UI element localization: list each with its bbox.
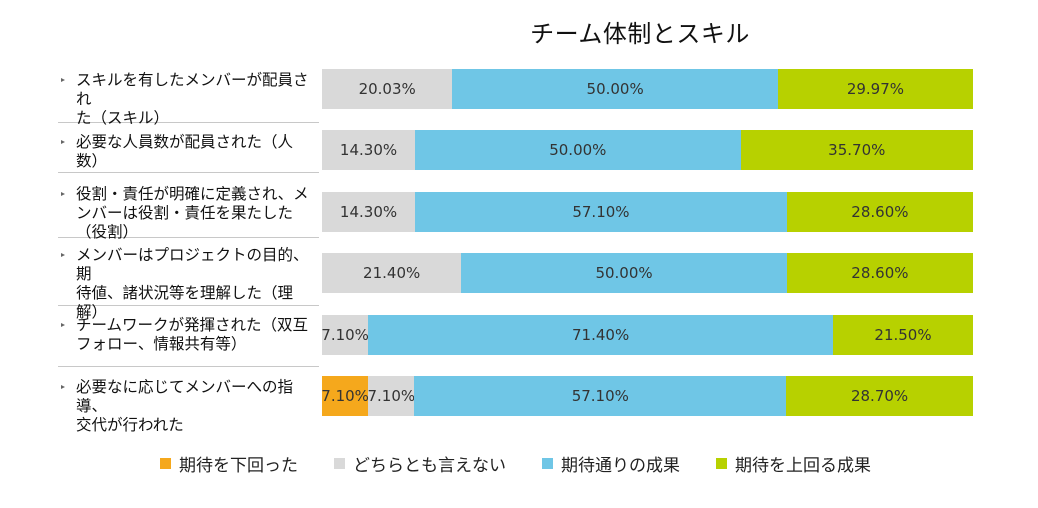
bar-segment <box>322 130 416 170</box>
category-label: 必要なに応じてメンバーへの指導、 交代が行われた <box>58 378 320 435</box>
bar-data-label: 71.40% <box>572 326 630 344</box>
legend-item: 期待を上回る成果 <box>716 451 871 476</box>
bar-data-label: 14.30% <box>339 141 398 159</box>
category-label-line: ンバーは役割・責任を果たした <box>76 203 294 222</box>
bar-data-label: 28.70% <box>850 387 909 405</box>
bar-segment <box>833 315 973 355</box>
category-separator <box>58 237 319 238</box>
bar-segment <box>322 192 416 232</box>
bar-data-label: 20.03% <box>358 80 416 98</box>
bar-data-label: 7.10% <box>321 326 369 344</box>
bar-data-label: 50.00% <box>586 80 644 98</box>
bar-segment <box>415 192 787 232</box>
bar-data-label: 29.97% <box>846 80 905 98</box>
category-separator <box>58 305 319 306</box>
bullet-icon <box>61 252 65 257</box>
bar-segment <box>786 253 973 293</box>
bar-segment <box>786 192 973 232</box>
category-label-line: 役割・責任が明確に定義され、メ <box>76 184 309 203</box>
legend-swatch <box>160 457 171 469</box>
bullet-icon <box>61 323 65 327</box>
bar-data-label: 28.60% <box>851 203 909 221</box>
legend-label: 期待を下回った <box>179 455 298 476</box>
bar-data-label: 50.00% <box>595 264 653 282</box>
category-label-line: スキルを有したメンバーが配員され <box>76 71 309 108</box>
bar-data-label: 7.10% <box>367 387 416 405</box>
bullet-icon <box>61 78 65 82</box>
bar-segment <box>368 376 415 416</box>
category-label: スキルを有したメンバーが配員され た（スキル） <box>58 71 320 128</box>
legend-label: 期待通りの成果 <box>561 455 680 476</box>
bullet-icon <box>61 385 65 389</box>
category-separator <box>58 366 319 367</box>
bar-data-label: 57.10% <box>571 387 629 405</box>
category-label-line: 交代が行われた <box>76 416 184 434</box>
category-label-line: 待値、諸状況等を理解した（理 <box>76 283 294 302</box>
bar-data-label: 7.10% <box>321 387 369 405</box>
bar-segment <box>740 130 973 170</box>
bar-data-label: 35.70% <box>828 141 886 159</box>
category-label-line: チームワークが発揮された（双互 <box>76 316 309 334</box>
category-separator <box>58 172 319 173</box>
legend-item: どちらとも言えない <box>334 451 506 476</box>
bar-segment <box>452 69 778 109</box>
legend-label: 期待を上回る成果 <box>735 455 871 476</box>
category-label: メンバーはプロジェクトの目的、期 待値、諸状況等を理解した（理 解） <box>58 246 320 322</box>
category-label: 必要な人員数が配員された（人 数） <box>58 133 320 171</box>
legend-swatch <box>334 457 345 469</box>
category-separator <box>58 122 319 123</box>
bar-segment <box>368 315 834 355</box>
bar-segment <box>415 130 741 170</box>
category-label-line: フォロー、情報共有等） <box>76 335 247 353</box>
category-label: チームワークが発揮された（双互 フォロー、情報共有等） <box>58 316 320 354</box>
legend-item: 期待を下回った <box>160 451 298 476</box>
bar-data-label: 21.50% <box>874 326 932 344</box>
chart-title: チーム体制とスキル <box>530 20 750 48</box>
bullet-icon <box>61 191 65 196</box>
category-label-line: メンバーはプロジェクトの目的、期 <box>76 245 309 283</box>
bar-data-label: 57.10% <box>572 203 630 221</box>
category-label: 役割・責任が明確に定義され、メ ンバーは役割・責任を果たした （役割） <box>58 185 320 242</box>
category-label-line: （役割） <box>76 222 139 241</box>
bar-segment <box>322 315 369 355</box>
legend-swatch <box>542 457 553 469</box>
legend-swatch <box>716 457 727 469</box>
legend-label: どちらとも言えない <box>353 455 506 476</box>
bar-data-label: 14.30% <box>339 203 398 221</box>
bar-segment <box>322 69 453 109</box>
category-label-line: 数） <box>76 152 108 170</box>
category-label-line: 必要な人員数が配員された（人 <box>76 133 294 151</box>
category-label-line: 解） <box>76 302 108 321</box>
bar-segment <box>461 253 787 293</box>
legend: 期待を下回った どちらとも言えない 期待通りの成果 期待を上回る成果 <box>160 451 907 476</box>
bar-segment <box>777 69 973 109</box>
bar-data-label: 21.40% <box>363 264 421 282</box>
bar-data-label: 50.00% <box>549 141 607 159</box>
bar-segment <box>414 376 787 416</box>
bar-segment <box>322 253 462 293</box>
legend-item: 期待通りの成果 <box>542 451 680 476</box>
category-label-line: 必要なに応じてメンバーへの指導、 <box>76 378 294 415</box>
bullet-icon <box>61 140 65 144</box>
bar-segment <box>322 376 369 416</box>
bar-segment <box>786 376 973 416</box>
category-label-line: た（スキル） <box>76 109 170 127</box>
bar-data-label: 28.60% <box>851 264 909 282</box>
